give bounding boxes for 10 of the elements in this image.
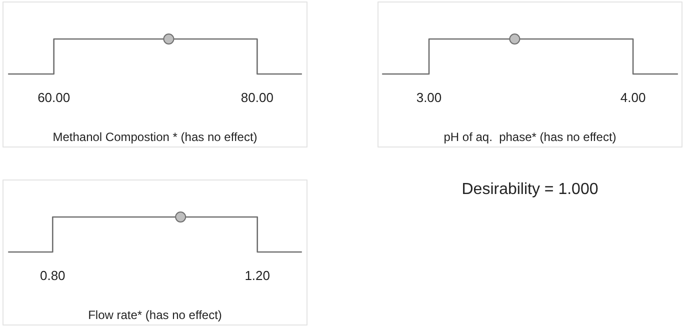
x-tick-label: 0.80: [40, 268, 66, 283]
x-axis-title: Flow rate* (has no effect): [88, 308, 222, 322]
x-axis-title: pH of aq. phase* (has no effect): [444, 130, 616, 144]
x-tick-label: 3.00: [416, 90, 442, 105]
x-tick-label: 1.20: [244, 268, 270, 283]
x-tick-label: 60.00: [38, 90, 70, 105]
x-tick-label: 4.00: [620, 90, 646, 105]
x-axis-title: Methanol Compostion * (has no effect): [52, 130, 258, 144]
text: Desirability = 1.000: [462, 181, 598, 198]
x-tick-label: 80.00: [240, 90, 274, 105]
